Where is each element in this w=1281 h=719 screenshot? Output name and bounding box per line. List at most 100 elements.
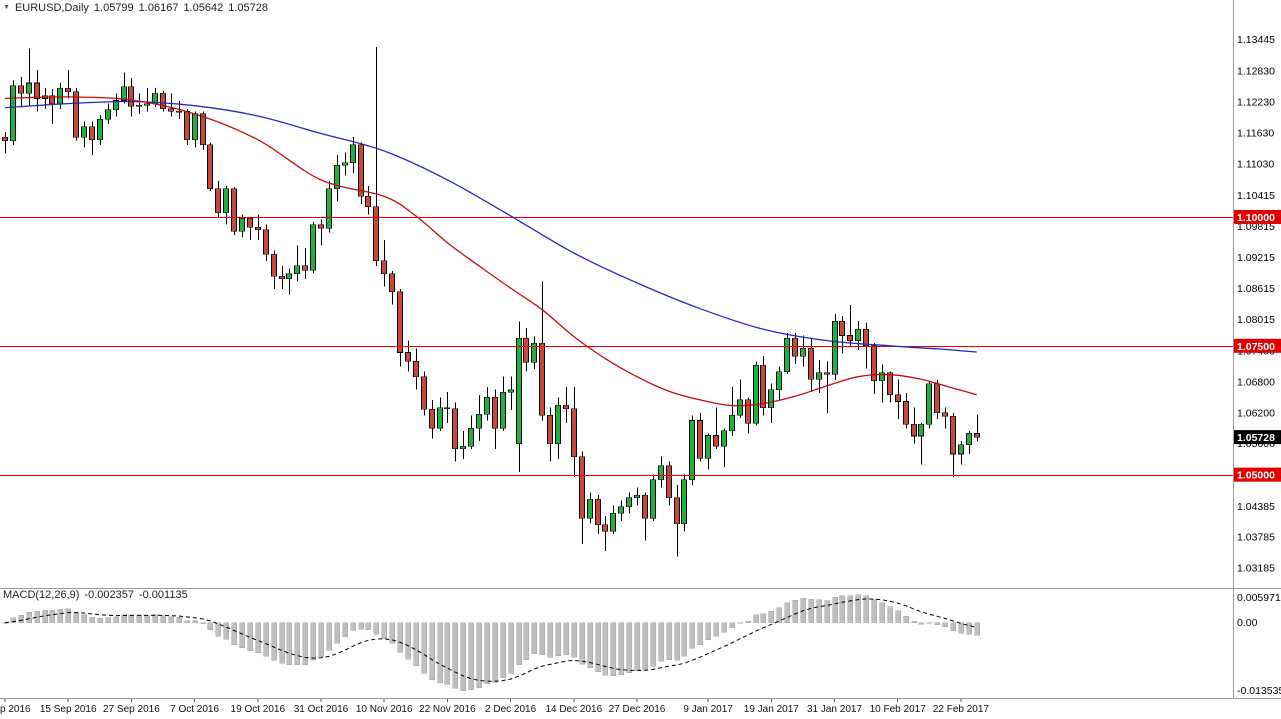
price-axis-label: 1.09215 — [1237, 252, 1275, 264]
macd-histogram-bar — [350, 622, 356, 631]
bull-candle-body — [97, 118, 103, 140]
bid-price-tag-label: 1.05728 — [1237, 432, 1275, 444]
time-axis-label: 22 Feb 2017 — [933, 704, 990, 715]
macd-histogram-bar — [89, 617, 95, 623]
bull-candle-body — [342, 162, 348, 166]
macd-histogram-bar — [681, 622, 687, 657]
price-axis[interactable]: 1.13445 1.12830 1.12230 1.11630 1.11030 1.104… — [1234, 34, 1281, 697]
macd-histogram-bar — [184, 620, 190, 623]
bear-candle-body — [207, 144, 213, 189]
bear-candle-body — [642, 494, 648, 519]
macd-histogram-bar — [887, 606, 893, 623]
bull-candle-body — [918, 423, 924, 437]
bear-candle-body — [18, 85, 24, 94]
bear-candle-body — [808, 348, 814, 380]
bull-candle-body — [144, 103, 150, 106]
macd-histogram-bar — [334, 622, 340, 644]
macd-histogram-bar — [318, 622, 324, 658]
bear-candle-body — [934, 383, 940, 414]
macd-histogram-bar — [136, 615, 142, 623]
bull-candle-body — [634, 494, 640, 499]
time-axis-label: 31 Jan 2017 — [807, 704, 862, 715]
macd-histogram-bar — [381, 622, 387, 639]
bull-candle-body — [776, 371, 782, 390]
bull-candle-body — [816, 372, 822, 380]
bull-candle-body — [926, 383, 932, 425]
bear-candle-body — [215, 188, 221, 214]
bear-candle-body — [903, 401, 909, 425]
bear-candle-body — [571, 408, 577, 457]
bull-candle-body — [286, 273, 292, 280]
bull-candle-body — [784, 337, 790, 372]
macd-histogram-bar — [121, 614, 127, 623]
macd-histogram-bar — [587, 622, 593, 668]
macd-histogram-bar — [618, 622, 624, 676]
bull-candle-body — [618, 506, 624, 514]
macd-histogram-bar — [642, 622, 648, 671]
bull-candle-body — [57, 87, 63, 104]
bear-candle-body — [168, 108, 174, 112]
bull-candle-body — [958, 444, 964, 455]
macd-histogram-bar — [279, 622, 285, 664]
bear-candle-body — [429, 408, 435, 429]
bull-candle-body — [81, 126, 87, 138]
macd-histogram-bar — [144, 615, 150, 623]
bull-candle-body — [121, 86, 127, 101]
macd-histogram-bar — [389, 622, 395, 644]
time-axis[interactable]: 5 Sep 2016 15 Sep 2016 27 Sep 2016 7 Oct 20… — [0, 699, 989, 715]
macd-histogram-bar — [579, 622, 585, 665]
bear-candle-body — [563, 404, 569, 409]
macd-histogram-bar — [863, 595, 869, 623]
one-click-trading-icon[interactable]: ▼ — [3, 4, 10, 11]
bear-candle-body — [200, 113, 206, 146]
price-axis-label: 1.11030 — [1237, 158, 1274, 170]
macd-histogram-bar — [926, 622, 932, 624]
macd-histogram-bar — [824, 600, 830, 623]
macd-histogram-bar — [950, 622, 956, 632]
macd-histogram-bar — [650, 622, 656, 667]
bull-candle-body — [737, 399, 743, 416]
macd-histogram-bar — [476, 622, 482, 688]
bear-candle-body — [381, 260, 387, 274]
bear-candle-body — [247, 217, 253, 228]
bear-candle-body — [263, 229, 269, 255]
macd-histogram-bar — [484, 622, 490, 684]
bear-candle-body — [792, 337, 798, 357]
bear-candle-body — [492, 397, 498, 429]
price-level-tag-bg — [1234, 209, 1281, 224]
high-value: 1.06167 — [138, 2, 179, 14]
bear-candle-body — [271, 253, 277, 277]
bear-candle-body — [413, 360, 419, 378]
macd-histogram-bar — [911, 620, 917, 623]
macd-histogram-bar — [105, 617, 111, 623]
pane-separators — [0, 0, 1281, 699]
time-axis-label: 14 Dec 2016 — [545, 704, 602, 715]
bull-candle-body — [966, 433, 972, 446]
bear-candle-body — [231, 188, 237, 232]
bear-candle-body — [89, 126, 95, 140]
bear-candle-body — [666, 465, 672, 499]
bear-candle-body — [65, 87, 71, 93]
macd-histogram-bar — [966, 622, 972, 635]
macd-histogram-bar — [595, 622, 601, 673]
macd-histogram-bar — [634, 622, 640, 671]
bull-candle-body — [555, 404, 561, 445]
bull-candle-body — [587, 499, 593, 519]
bull-candle-body — [531, 342, 537, 363]
macd-histogram-bar — [10, 617, 16, 623]
bear-candle-body — [911, 423, 917, 437]
price-axis-label: 1.06200 — [1237, 407, 1275, 419]
bull-candle-body — [460, 445, 466, 450]
bull-candle-body — [476, 414, 482, 429]
bull-candle-body — [294, 265, 300, 274]
bull-candle-body — [753, 365, 759, 424]
macd-histogram-bar — [397, 622, 403, 653]
macd-signal-line — [4, 598, 977, 682]
bear-candle-body — [713, 435, 719, 447]
macd-indicator-label: MACD(12,26,9) — [3, 589, 80, 601]
bear-candle-body — [405, 352, 411, 362]
bear-candle-body — [373, 206, 379, 262]
macd-histogram-bar — [271, 622, 277, 661]
